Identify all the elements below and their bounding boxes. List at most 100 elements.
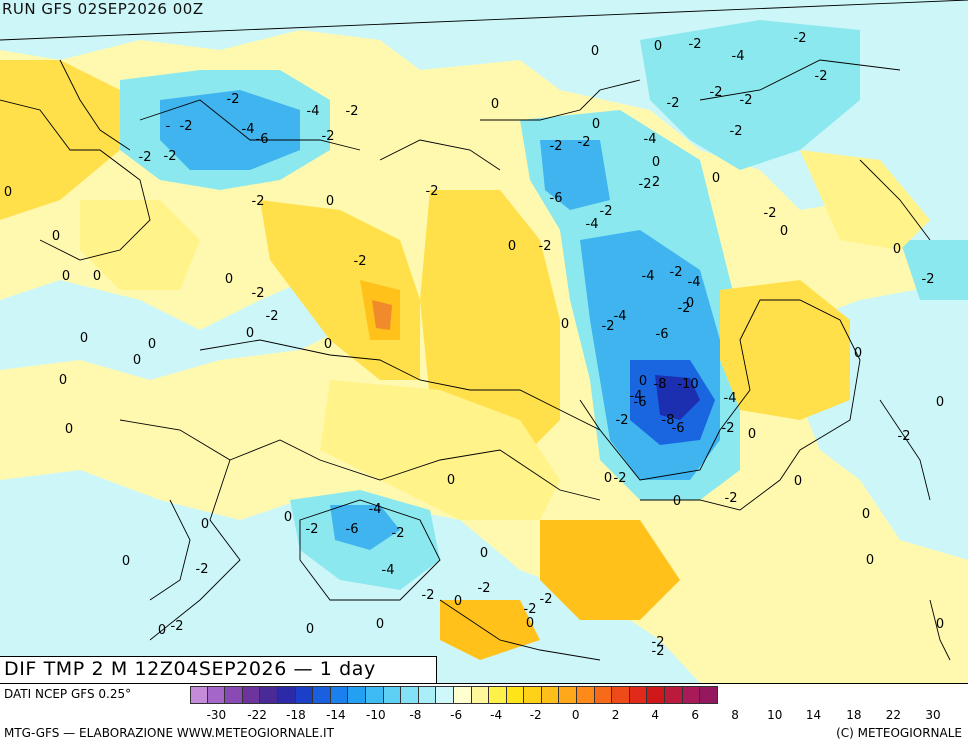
map-value-label: -8	[654, 377, 667, 392]
map-value-label: -4	[382, 563, 395, 578]
map-value-label: -2	[422, 588, 435, 603]
map-value-label: -4	[614, 309, 627, 324]
map-value-label: -2	[689, 37, 702, 52]
map-value-label: -2	[540, 592, 553, 607]
map-value-label: 0	[80, 331, 88, 346]
colorbar-tick-label: -10	[366, 708, 386, 722]
map-value-label: 0	[748, 427, 756, 442]
map-value-label: 0	[591, 44, 599, 59]
map-canvas: 0 0 -2 -2-4-20-2-2-4-2-2-2-2- -4-6 -20-4-2-2-…	[0, 0, 968, 683]
map-value-label: -2	[252, 194, 265, 209]
map-value-label: 0	[284, 510, 292, 525]
colorbar-swatch	[365, 686, 384, 704]
map-value-label: 0	[201, 517, 209, 532]
colorbar-swatch	[330, 686, 349, 704]
map-value-label: -2	[346, 104, 359, 119]
map-value-label: -2	[306, 522, 319, 537]
colorbar	[190, 686, 718, 704]
map-value-label: 0	[893, 242, 901, 257]
map-value-label: -2	[725, 491, 738, 506]
map-value-label: -2	[426, 184, 439, 199]
map-value-label: -2	[180, 119, 193, 134]
map-value-label: 2	[652, 175, 660, 190]
colorbar-swatch	[418, 686, 437, 704]
map-value-label: 0	[561, 317, 569, 332]
map-value-label: 0	[491, 97, 499, 112]
colorbar-tick-label: 14	[805, 708, 822, 722]
map-value-label: -2	[815, 69, 828, 84]
map-value-label: -4	[724, 391, 737, 406]
map-value-label: 0	[122, 554, 130, 569]
colorbar-swatch	[313, 686, 331, 704]
map-value-label: -2	[139, 150, 152, 165]
colorbar-swatch	[277, 686, 296, 704]
map-value-label: -2	[354, 254, 367, 269]
map-value-label: 0	[526, 616, 534, 631]
colorbar-tick-label: 22	[885, 708, 902, 722]
colorbar-tick-label: -18	[286, 708, 306, 722]
map-value-label: -8	[662, 413, 675, 428]
weather-map: 0 0 -2 -2 -4 -2 0 -2 -2 -4 -2 -2 -2 -2- -4 -6 -2 0 -4 -2 -2-…	[0, 0, 968, 683]
map-value-label: 0	[639, 374, 647, 389]
map-value-label: 0	[712, 171, 720, 186]
map-value-label: 0	[4, 185, 12, 200]
map-value-label: 0	[780, 224, 788, 239]
map-value-label: 0	[306, 622, 314, 637]
colorbar-swatch	[559, 686, 578, 704]
map-value-label: -2	[539, 239, 552, 254]
colorbar-tick-label: -22	[247, 708, 267, 722]
map-value-labels: 0 0 -2 -2-4-20-2-2-4-2-2-2-2- -4-6 -20-4-2-2-…	[4, 31, 944, 659]
map-value-label: -4	[642, 269, 655, 284]
map-value-label: -2	[392, 526, 405, 541]
map-value-label: -2	[616, 413, 629, 428]
colorbar-swatch	[506, 686, 525, 704]
colorbar-tick-label: -6	[450, 708, 463, 722]
colorbar-swatch	[700, 686, 718, 704]
map-value-label: 0	[93, 269, 101, 284]
map-value-label: 0	[324, 337, 332, 352]
map-value-label: -2	[478, 581, 491, 596]
map-value-label: -2	[898, 429, 911, 444]
colorbar-swatch	[489, 686, 507, 704]
map-value-label: -4	[644, 132, 657, 147]
map-value-label: -2	[794, 31, 807, 46]
map-value-label: 0	[654, 39, 662, 54]
map-value-label: -2	[652, 635, 665, 650]
colorbar-swatch	[541, 686, 560, 704]
map-value-label: -2	[196, 562, 209, 577]
colorbar-tick-label: 30	[925, 708, 941, 722]
data-source-label: DATI NCEP GFS 0.25°	[4, 687, 132, 701]
colorbar-swatch	[242, 686, 261, 704]
map-value-label: -2	[667, 96, 680, 111]
map-value-label: -2	[678, 301, 691, 316]
colorbar-ticks: -30 -22 -18 -14 -10 -8 -6 -4 -2 0 2 4 6 8 10 14 18 22 30	[190, 708, 941, 724]
map-title-box: DIF TMP 2 M 12Z04SEP2026 — 1 day	[0, 656, 437, 683]
map-value-label: -2	[602, 319, 615, 334]
map-value-label: -6	[346, 522, 359, 537]
map-value-label: -4	[586, 217, 599, 232]
colorbar-swatch	[383, 686, 402, 704]
colorbar-swatch	[524, 686, 542, 704]
colorbar-swatch	[348, 686, 366, 704]
map-value-label: 0	[862, 507, 870, 522]
map-value-label: -2	[639, 177, 652, 192]
colorbar-tick-label: 6	[691, 708, 699, 722]
map-value-label: -4	[307, 104, 320, 119]
colorbar-tick-label: -2	[529, 708, 542, 722]
colorbar-tick-label: -4	[490, 708, 503, 722]
colorbar-swatch	[647, 686, 666, 704]
map-value-label: -4	[732, 49, 745, 64]
map-value-label: 0	[652, 155, 660, 170]
map-value-label: -6	[550, 191, 563, 206]
colorbar-tick-label: -14	[326, 708, 346, 722]
country-borders	[0, 0, 968, 661]
colorbar-tick-label: 0	[571, 708, 580, 722]
map-value-label: -2	[670, 265, 683, 280]
colorbar-swatch	[665, 686, 683, 704]
colorbar-swatch	[682, 686, 701, 704]
map-value-label: -	[166, 119, 171, 134]
colorbar-tick-label: 2	[611, 708, 620, 722]
map-value-label: -2	[600, 204, 613, 219]
map-value-label: 0	[508, 239, 516, 254]
map-value-label: -10	[677, 377, 698, 392]
